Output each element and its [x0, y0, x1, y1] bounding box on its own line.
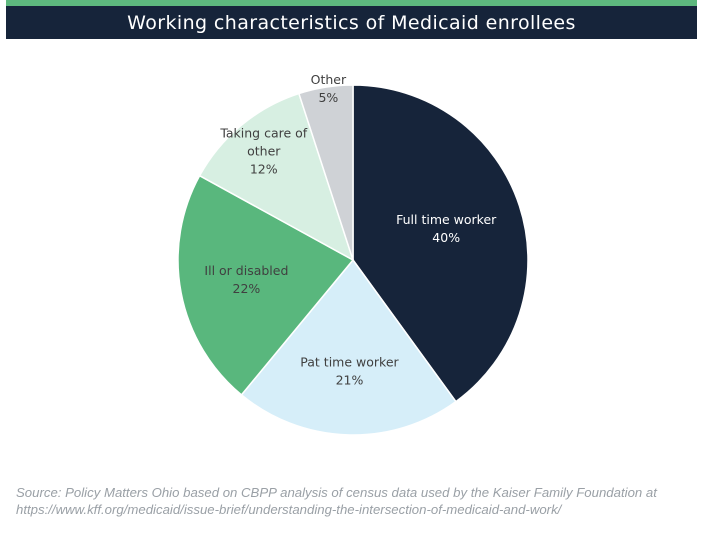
slice-value-label: 5%	[318, 90, 338, 105]
slice-label-4: Other 5%	[311, 72, 347, 105]
slice-category-label: Taking care of	[219, 126, 307, 141]
slice-category-label: Full time worker	[396, 212, 497, 227]
header-bar: Working characteristics of Medicaid enro…	[6, 6, 697, 39]
pie-chart: Full time worker 40% Pat time worker 21% Ill…	[177, 72, 529, 436]
slice-category-label: Other	[311, 72, 347, 87]
pie-slice-2	[177, 174, 355, 396]
slice-value-label: 21%	[336, 372, 364, 387]
slice-category-label: Pat time worker	[300, 354, 399, 369]
slice-label-3: Taking care of other 12%	[219, 126, 307, 177]
slice-category-label: Ill or disabled	[204, 263, 288, 278]
slice-label-0: Full time worker 40%	[396, 212, 497, 245]
chart-title: Working characteristics of Medicaid enro…	[127, 11, 576, 34]
header-accent-bar	[6, 0, 697, 6]
source-note: Source: Policy Matters Ohio based on CBP…	[16, 485, 657, 517]
pie-slice-3	[198, 92, 355, 262]
pie-slice-4	[297, 84, 354, 261]
slice-value-label: 12%	[250, 162, 278, 177]
slice-value-label: 22%	[233, 281, 261, 296]
slice-label-2: Ill or disabled 22%	[204, 263, 288, 296]
slice-value-label: 40%	[432, 230, 460, 245]
slice-category-label: other	[247, 144, 281, 159]
pie-slice-1	[240, 258, 457, 436]
slice-label-1: Pat time worker 21%	[300, 354, 399, 387]
pie-slice-0	[352, 84, 529, 403]
